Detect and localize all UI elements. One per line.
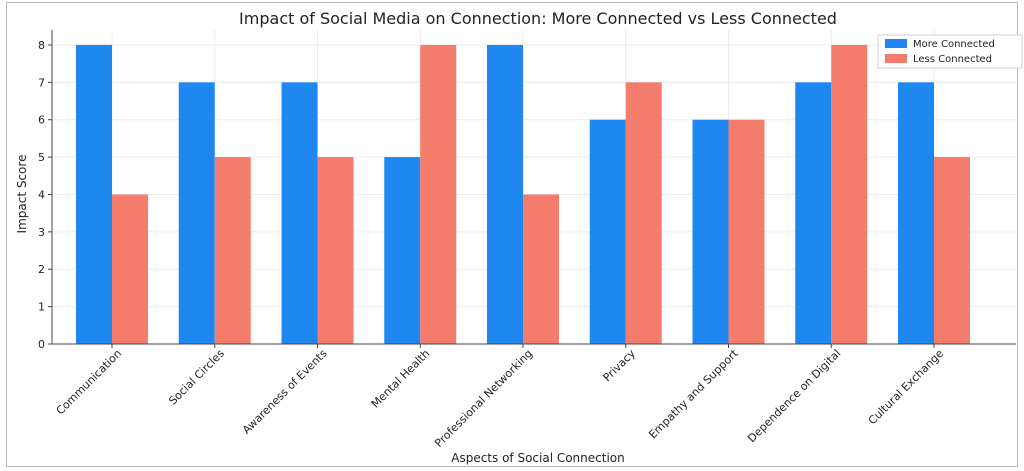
bar-less-connected-professional-networking xyxy=(523,194,559,344)
y-tick-label: 0 xyxy=(38,338,45,351)
bar-less-connected-cultural-exchange xyxy=(934,157,970,344)
y-tick-label: 5 xyxy=(38,151,45,164)
bar-more-connected-professional-networking xyxy=(487,44,523,344)
bar-less-connected-communication xyxy=(112,194,148,344)
y-tick-label: 2 xyxy=(38,263,45,276)
bar-less-connected-mental-health xyxy=(420,44,457,344)
legend: More Connected Less Connected xyxy=(877,34,1023,69)
legend-swatch-more-connected xyxy=(885,39,907,48)
legend-label-less-connected: Less Connected xyxy=(913,54,992,65)
bar-more-connected-dependence-on-digital xyxy=(795,82,832,344)
bar-more-connected-mental-health xyxy=(384,157,421,344)
x-ticks: Communication Social Circles Awareness of … xyxy=(54,344,946,450)
y-tick-label: 6 xyxy=(38,114,45,127)
legend-swatch-less-connected xyxy=(885,54,907,63)
bar-more-connected-communication xyxy=(76,44,112,344)
x-tick-label: Communication xyxy=(54,347,125,418)
bar-less-connected-dependence-on-digital xyxy=(831,44,868,344)
x-tick-label: Professional Networking xyxy=(432,347,535,450)
bar-more-connected-privacy xyxy=(589,119,626,344)
x-axis-label: Aspects of Social Connection xyxy=(451,451,625,465)
bar-more-connected-awareness-of-events xyxy=(281,82,318,344)
x-tick-label: Awareness of Events xyxy=(240,347,330,437)
x-tick-label: Mental Health xyxy=(369,347,433,411)
bar-less-connected-awareness-of-events xyxy=(317,157,354,344)
y-tick-label: 3 xyxy=(38,226,45,239)
bar-more-connected-social-circles xyxy=(178,82,215,344)
y-tick-label: 1 xyxy=(38,301,45,314)
x-tick-label: Cultural Exchange xyxy=(866,347,946,427)
bar-more-connected-empathy-and-support xyxy=(692,119,729,344)
x-tick-label: Privacy xyxy=(601,347,639,385)
legend-label-more-connected: More Connected xyxy=(913,39,995,50)
bar-less-connected-social-circles xyxy=(214,157,251,344)
bar-less-connected-empathy-and-support xyxy=(728,119,765,344)
y-tick-label: 8 xyxy=(38,39,45,52)
y-tick-label: 7 xyxy=(38,76,45,89)
y-tick-label: 4 xyxy=(38,188,45,201)
y-axis-label: Impact Score xyxy=(15,155,29,234)
bar-more-connected-cultural-exchange xyxy=(898,82,934,344)
x-tick-label: Social Circles xyxy=(166,347,227,408)
chart-title: Impact of Social Media on Connection: Mo… xyxy=(239,9,837,28)
bars xyxy=(76,44,970,344)
x-tick-label: Empathy and Support xyxy=(646,346,741,441)
y-ticks: 0 1 2 3 4 5 6 7 8 xyxy=(38,39,52,351)
bar-less-connected-privacy xyxy=(625,82,662,344)
x-tick-label: Dependence on Digital xyxy=(745,347,843,445)
